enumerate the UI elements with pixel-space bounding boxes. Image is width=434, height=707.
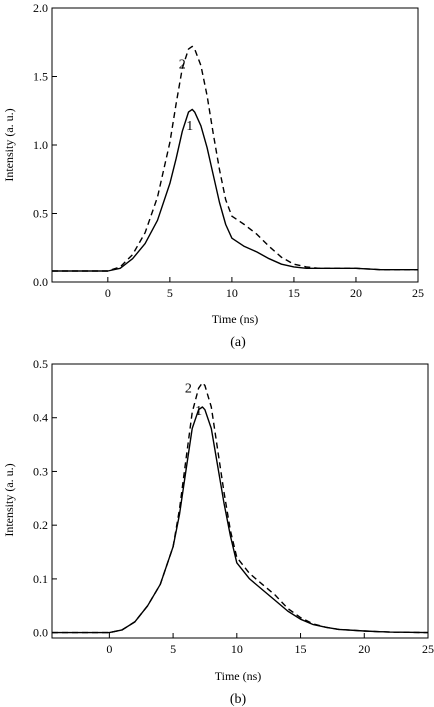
x-tick-label: 20 bbox=[350, 286, 362, 300]
series-label-1: 1 bbox=[195, 404, 202, 419]
y-tick-label: 0.5 bbox=[33, 207, 48, 221]
y-tick-label: 0.1 bbox=[33, 572, 48, 586]
series-line-1 bbox=[52, 406, 429, 634]
x-tick-label: 20 bbox=[358, 642, 370, 656]
x-tick-label: 5 bbox=[170, 642, 176, 656]
series-line-2 bbox=[52, 382, 429, 634]
x-tick-label: 0 bbox=[106, 642, 112, 656]
panel-b: 0 5 10 15 20 25 0.0 0.1 0.2 0.3 0.4 0.5 12 Time (n… bbox=[2, 357, 434, 707]
series-label-2: 2 bbox=[179, 57, 186, 72]
y-tick-label: 2.0 bbox=[33, 1, 48, 15]
panel-label: (b) bbox=[230, 692, 247, 707]
series-line-2 bbox=[52, 45, 418, 272]
x-tick-label: 25 bbox=[412, 286, 424, 300]
y-tick-label: 1.5 bbox=[33, 70, 48, 84]
series-label-2: 2 bbox=[185, 381, 192, 396]
series-layer: 12 bbox=[52, 45, 418, 272]
y-tick-label: 0.2 bbox=[33, 518, 48, 532]
y-tick-label: 0.0 bbox=[33, 275, 48, 289]
y-axis-title: Intensity (a. u.) bbox=[2, 463, 16, 536]
y-tick-label: 0.4 bbox=[33, 411, 48, 425]
y-tick-label: 0.5 bbox=[33, 357, 48, 371]
x-tick-label: 10 bbox=[231, 642, 243, 656]
x-tick-label: 25 bbox=[422, 642, 434, 656]
x-tick-label: 0 bbox=[105, 286, 111, 300]
y-tick-label: 1.0 bbox=[33, 138, 48, 152]
y-ticks: 0.0 0.5 1.0 1.5 2.0 bbox=[33, 1, 57, 289]
x-ticks: 0 5 10 15 20 25 bbox=[106, 633, 434, 656]
panel-a: 0 5 10 15 20 25 0.00.51.01.52.0 12 Time (ns) … bbox=[2, 1, 424, 350]
x-tick-label: 10 bbox=[226, 286, 238, 300]
y-tick-label: 0.3 bbox=[33, 464, 48, 478]
series-line-1 bbox=[52, 108, 418, 272]
x-tick-label: 15 bbox=[295, 642, 307, 656]
x-tick-label: 5 bbox=[167, 286, 173, 300]
series-label-1: 1 bbox=[186, 119, 193, 134]
y-ticks: 0.0 0.1 0.2 0.3 0.4 0.5 bbox=[33, 357, 57, 640]
panel-label: (a) bbox=[230, 335, 246, 350]
y-axis-title: Intensity (a. u.) bbox=[2, 108, 16, 181]
x-axis-title: Time (ns) bbox=[215, 669, 262, 683]
series-layer: 12 bbox=[52, 381, 429, 634]
x-tick-label: 15 bbox=[288, 286, 300, 300]
plot-frame bbox=[51, 363, 429, 639]
x-ticks: 0 5 10 15 20 25 bbox=[105, 277, 424, 300]
x-axis-title: Time (ns) bbox=[212, 312, 259, 326]
y-tick-label: 0.0 bbox=[33, 626, 48, 640]
